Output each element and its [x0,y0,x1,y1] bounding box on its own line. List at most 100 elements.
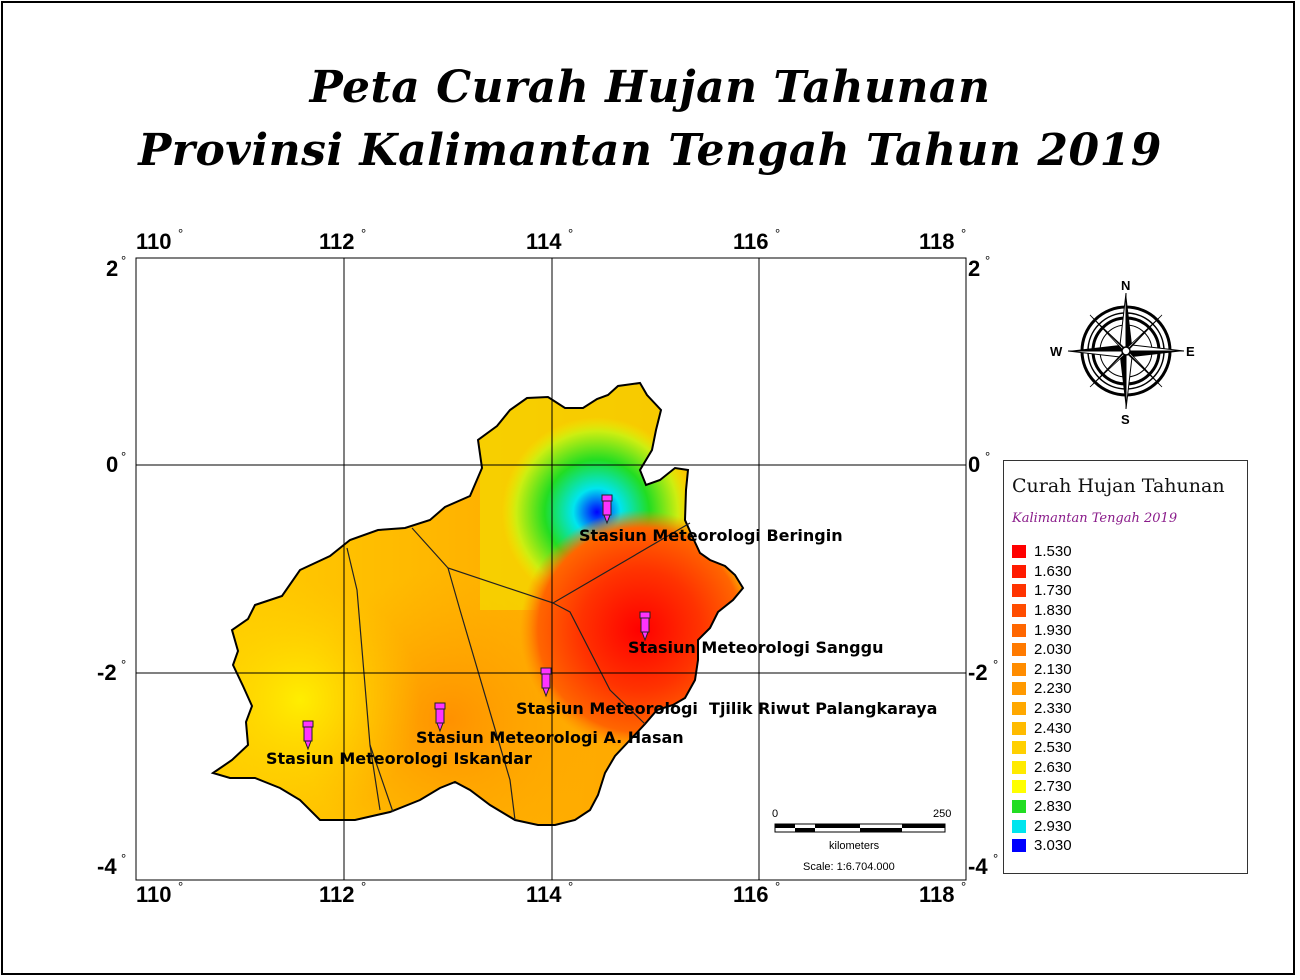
legend-item: 2.630 [1012,758,1072,778]
degree-symbol: ° [993,657,998,672]
station-label-sanggu: Stasiun Meteorologi Sanggu [628,638,883,657]
degree-symbol: ° [361,226,366,241]
legend-swatch [1012,741,1026,755]
legend-swatch [1012,780,1026,794]
degree-symbol: ° [961,226,966,241]
legend-list: 1.530 1.630 1.730 1.830 1.930 2.030 2.130 2.230… [1012,542,1072,856]
legend-item: 1.830 [1012,601,1072,621]
degree-symbol: ° [121,253,126,268]
legend-item: 2.430 [1012,718,1072,738]
lon-label-top: 114 [526,229,562,254]
degree-symbol: ° [178,879,183,894]
station-marker-a-hasan[interactable] [434,702,446,733]
legend-item: 2.130 [1012,660,1072,680]
legend-value: 1.830 [1034,602,1072,620]
degree-symbol: ° [961,879,966,894]
legend-item: 2.930 [1012,816,1072,836]
legend-value: 1.530 [1034,543,1072,561]
longitude-labels-bottom: 110 ° 112 ° 114 ° 116 ° 118 ° [136,879,966,907]
legend-swatch [1012,564,1026,578]
province-boundary [210,381,745,826]
legend-value: 1.630 [1034,562,1072,580]
station-marker-sanggu[interactable] [639,611,651,642]
legend-value: 2.030 [1034,641,1072,659]
legend-item: 2.830 [1012,797,1072,817]
compass-south-label: S [1121,412,1130,427]
legend-value: 2.430 [1034,719,1072,737]
station-marker-iskandar[interactable] [302,720,314,751]
legend-value: 2.230 [1034,680,1072,698]
lat-label-right: -2 [968,660,988,685]
legend-swatch [1012,643,1026,657]
degree-symbol: ° [568,226,573,241]
latitude-labels-left: 2 ° 0 ° -2 ° -4 ° [97,253,126,879]
legend-swatch [1012,702,1026,716]
legend-value: 2.530 [1034,739,1072,757]
legend-item: 2.530 [1012,738,1072,758]
legend-swatch [1012,584,1026,598]
legend-swatch [1012,604,1026,618]
lon-label-bottom: 110 [136,882,172,907]
compass-west-label: W [1050,344,1063,359]
lon-label-bottom: 116 [733,882,769,907]
station-label-a-hasan: Stasiun Meteorologi A. Hasan [416,728,684,747]
legend-item: 1.530 [1012,542,1072,562]
legend-swatch [1012,800,1026,814]
longitude-labels-top: 110 ° 112 ° 114 ° 116 ° 118 ° [136,226,966,254]
lon-label-top: 110 [136,229,172,254]
legend-value: 2.730 [1034,778,1072,796]
lat-label-right: -4 [968,854,988,879]
legend-swatch [1012,682,1026,696]
legend-item: 2.230 [1012,679,1072,699]
legend-item: 3.030 [1012,836,1072,856]
degree-symbol: ° [993,851,998,866]
degree-symbol: ° [775,226,780,241]
legend-item: 1.730 [1012,581,1072,601]
compass-east-label: E [1186,344,1195,359]
degree-symbol: ° [568,879,573,894]
legend-swatch [1012,623,1026,637]
scale-start-label: 0 [772,808,778,820]
compass-star [1067,292,1185,410]
map-title-line1: Peta Curah Hujan Tahunan [309,62,991,113]
legend-item: 2.730 [1012,777,1072,797]
legend-swatch [1012,662,1026,676]
compass-rose: N S E W [1050,278,1195,427]
legend-value: 2.930 [1034,817,1072,835]
degree-symbol: ° [985,253,990,268]
legend-item: 1.630 [1012,562,1072,582]
lon-label-bottom: 118 [919,882,955,907]
legend-value: 2.630 [1034,758,1072,776]
lon-label-top: 118 [919,229,955,254]
legend-value: 2.830 [1034,798,1072,816]
latitude-labels-right: 2 ° 0 ° -2 ° -4 ° [968,253,998,879]
degree-symbol: ° [178,226,183,241]
station-marker-tjilik-riwut[interactable] [540,667,552,698]
legend-item: 2.030 [1012,640,1072,660]
degree-symbol: ° [121,657,126,672]
legend-swatch [1012,819,1026,833]
legend-subtitle: Kalimantan Tengah 2019 [1012,511,1178,526]
scale-ratio-label: Scale: 1:6.704.000 [803,861,895,873]
station-label-beringin: Stasiun Meteorologi Beringin [579,526,843,545]
scale-end-label: 250 [933,808,951,820]
station-label-iskandar: Stasiun Meteorologi Iskandar [266,749,532,768]
station-marker-beringin[interactable] [601,494,613,525]
legend-title: Curah Hujan Tahunan [1012,475,1225,497]
degree-symbol: ° [121,449,126,464]
legend-item: 2.330 [1012,699,1072,719]
lat-label-left: -2 [97,660,117,685]
lat-label-left: 0 [106,452,118,477]
lat-label-left: 2 [106,256,118,281]
map-title-line2: Provinsi Kalimantan Tengah Tahun 2019 [138,125,1162,176]
legend-value: 1.930 [1034,621,1072,639]
degree-symbol: ° [775,879,780,894]
legend-value: 2.330 [1034,700,1072,718]
legend-swatch [1012,760,1026,774]
lat-label-left: -4 [97,854,117,879]
lon-label-top: 116 [733,229,769,254]
legend-panel: Curah Hujan Tahunan Kalimantan Tengah 20… [1003,460,1248,874]
legend-swatch [1012,545,1026,559]
